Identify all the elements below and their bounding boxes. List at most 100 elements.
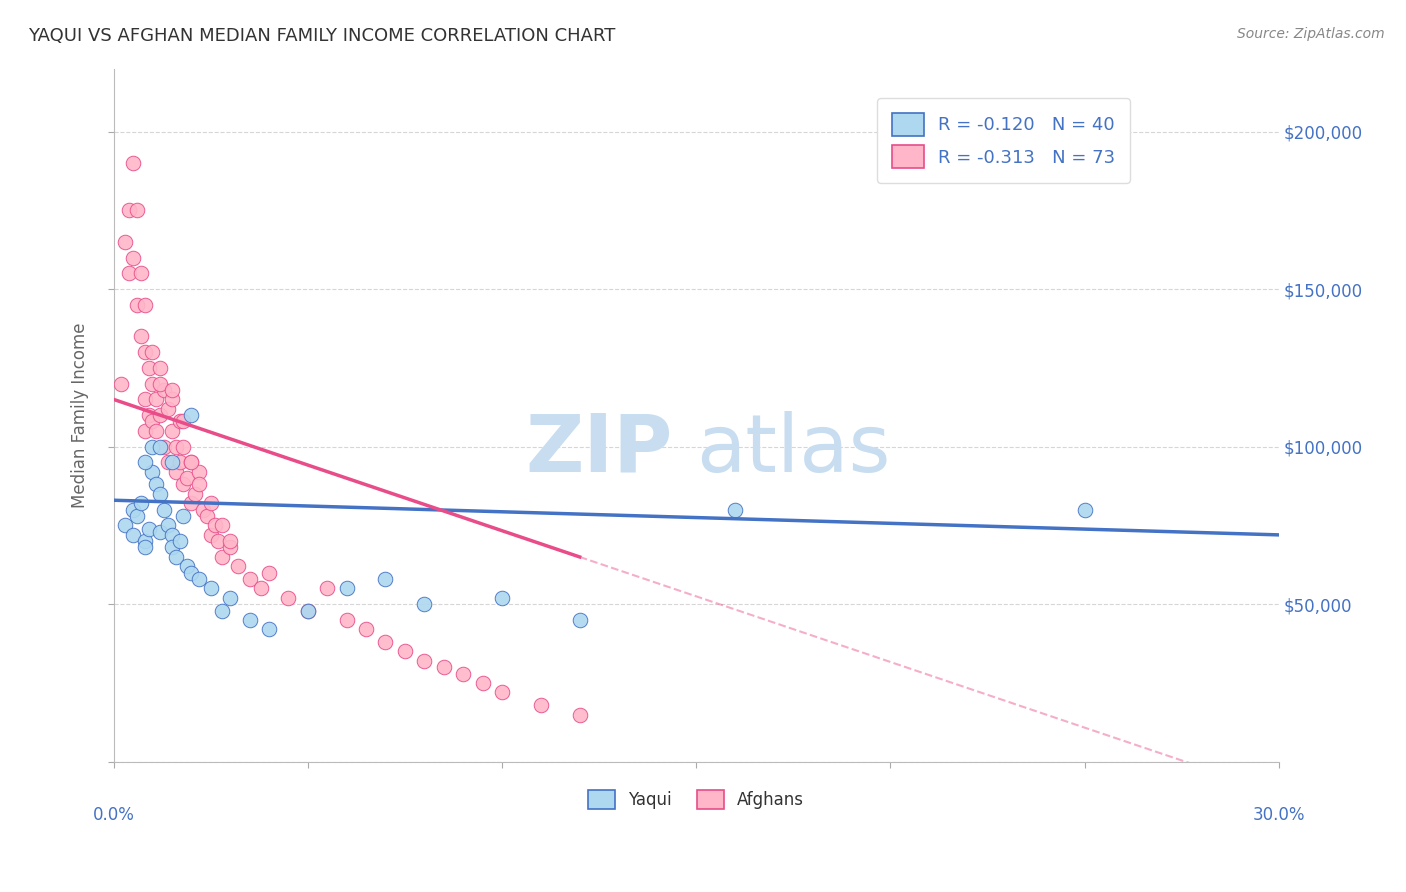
Point — [471, 676, 494, 690]
Point — [530, 698, 553, 712]
Point — [160, 424, 183, 438]
Point — [219, 534, 242, 549]
Point — [336, 582, 359, 596]
Point — [165, 549, 187, 564]
Point — [374, 572, 396, 586]
Point — [568, 707, 591, 722]
Point — [122, 528, 145, 542]
Point — [724, 502, 747, 516]
Point — [160, 455, 183, 469]
Point — [141, 440, 163, 454]
Point — [160, 383, 183, 397]
Point — [149, 487, 172, 501]
Point — [250, 582, 273, 596]
Point — [238, 613, 260, 627]
Point — [413, 597, 436, 611]
Point — [277, 591, 299, 605]
Point — [1073, 502, 1095, 516]
Point — [374, 635, 396, 649]
Text: YAQUI VS AFGHAN MEDIAN FAMILY INCOME CORRELATION CHART: YAQUI VS AFGHAN MEDIAN FAMILY INCOME COR… — [28, 27, 616, 45]
Point — [134, 534, 156, 549]
Point — [354, 623, 377, 637]
Point — [172, 508, 194, 523]
Point — [118, 203, 141, 218]
Point — [110, 376, 132, 391]
Point — [211, 549, 233, 564]
Point — [141, 376, 163, 391]
Point — [180, 496, 202, 510]
Point — [138, 408, 160, 422]
Point — [125, 508, 148, 523]
Point — [145, 392, 167, 407]
Point — [188, 477, 211, 491]
Point — [568, 613, 591, 627]
Point — [211, 518, 233, 533]
Point — [219, 541, 242, 555]
Point — [169, 534, 191, 549]
Point — [141, 465, 163, 479]
Point — [149, 440, 172, 454]
Text: atlas: atlas — [696, 411, 890, 489]
Point — [491, 591, 513, 605]
Point — [149, 376, 172, 391]
Point — [195, 508, 218, 523]
Point — [125, 298, 148, 312]
Point — [145, 477, 167, 491]
Point — [204, 518, 226, 533]
Point — [188, 465, 211, 479]
Point — [257, 566, 280, 580]
Point — [176, 471, 198, 485]
Point — [336, 613, 359, 627]
Point — [156, 401, 179, 416]
Point — [138, 522, 160, 536]
Point — [191, 502, 214, 516]
Point — [134, 298, 156, 312]
Point — [160, 528, 183, 542]
Point — [160, 541, 183, 555]
Point — [413, 654, 436, 668]
Point — [226, 559, 249, 574]
Point — [122, 156, 145, 170]
Point — [138, 360, 160, 375]
Point — [169, 455, 191, 469]
Point — [172, 477, 194, 491]
Point — [184, 487, 207, 501]
Point — [188, 572, 211, 586]
Point — [297, 603, 319, 617]
Point — [129, 266, 152, 280]
Point — [180, 455, 202, 469]
Point — [180, 566, 202, 580]
Point — [433, 660, 456, 674]
Point — [141, 414, 163, 428]
Point — [134, 455, 156, 469]
Point — [149, 524, 172, 539]
Point — [129, 496, 152, 510]
Point — [122, 251, 145, 265]
Point — [165, 465, 187, 479]
Text: 30.0%: 30.0% — [1253, 805, 1305, 824]
Point — [211, 603, 233, 617]
Point — [172, 440, 194, 454]
Point — [153, 383, 176, 397]
Text: Source: ZipAtlas.com: Source: ZipAtlas.com — [1237, 27, 1385, 41]
Point — [316, 582, 339, 596]
Point — [160, 392, 183, 407]
Point — [118, 266, 141, 280]
Point — [153, 440, 176, 454]
Point — [156, 455, 179, 469]
Point — [134, 424, 156, 438]
Point — [145, 424, 167, 438]
Point — [149, 360, 172, 375]
Point — [176, 559, 198, 574]
Point — [134, 392, 156, 407]
Point — [134, 345, 156, 359]
Point — [149, 408, 172, 422]
Point — [122, 502, 145, 516]
Point — [169, 414, 191, 428]
Point — [200, 528, 222, 542]
Point — [451, 666, 474, 681]
Y-axis label: Median Family Income: Median Family Income — [72, 322, 89, 508]
Point — [394, 644, 416, 658]
Point — [156, 518, 179, 533]
Point — [180, 455, 202, 469]
